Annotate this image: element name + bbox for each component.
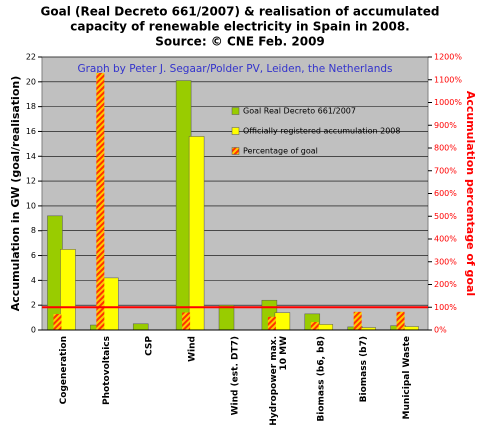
legend-label: Percentage of goal (243, 147, 318, 156)
bar (60, 249, 75, 330)
y2-tick-label: 100% (434, 303, 457, 312)
y-tick-label: 10 (26, 201, 36, 210)
x-tick-label: Hydropower max.10 MW (268, 336, 288, 426)
y2-tick-label: 600% (434, 189, 457, 198)
y2-tick-label: 700% (434, 166, 457, 175)
y-tick-label: 18 (26, 102, 36, 111)
y-tick-label: 20 (26, 77, 36, 86)
bar (53, 314, 61, 330)
bar (311, 322, 319, 330)
chart-title: capacity of renewable electricity in Spa… (70, 20, 409, 34)
bar (103, 278, 118, 330)
y-tick-label: 22 (26, 53, 36, 62)
bar (318, 324, 333, 330)
bar (189, 136, 204, 330)
y2-tick-label: 1200% (434, 53, 462, 62)
y2-tick-label: 200% (434, 280, 457, 289)
legend-swatch (232, 108, 239, 115)
y-axis-title: Accumulation in GW (goal/realisation) (9, 76, 22, 311)
bar (219, 305, 234, 330)
bar (133, 324, 148, 330)
bar (354, 312, 362, 330)
x-tick-label: Wind (est. DT7) (231, 336, 241, 415)
y-tick-label: 2 (31, 301, 36, 310)
legend-swatch (232, 148, 239, 155)
y2-tick-label: 300% (434, 257, 457, 266)
chart-title: Goal (Real Decreto 661/2007) & realisati… (41, 5, 440, 19)
y-tick-label: 4 (31, 276, 36, 285)
y-tick-label: 0 (31, 326, 36, 335)
x-tick-label: Biomass (b7) (359, 336, 369, 402)
y-tick-label: 14 (26, 152, 36, 161)
chart-title: Source: © CNE Feb. 2009 (155, 35, 325, 49)
y2-tick-label: 1000% (434, 98, 462, 107)
y2-tick-label: 900% (434, 121, 457, 130)
y-tick-label: 6 (31, 251, 36, 260)
x-tick-label: Biomass (b6, b8) (316, 336, 326, 422)
x-tick-label: Wind (188, 336, 198, 362)
bar (397, 312, 405, 330)
bar (96, 73, 104, 330)
legend-swatch (232, 128, 239, 135)
bar (182, 312, 190, 330)
y-tick-label: 8 (31, 226, 36, 235)
y2-tick-label: 1100% (434, 75, 462, 84)
subtitle: Graph by Peter J. Segaar/Polder PV, Leid… (77, 63, 392, 75)
y2-tick-label: 500% (434, 212, 457, 221)
x-tick-label: Photovoltaics (102, 336, 112, 405)
bar (404, 327, 419, 330)
legend-label: Goal Real Decreto 661/2007 (243, 107, 356, 116)
bar (268, 317, 276, 330)
y2-tick-label: 0% (434, 326, 447, 335)
x-tick-label: CSP (145, 336, 155, 356)
legend-label: Officially registered accumulation 2008 (243, 127, 400, 136)
y2-axis-title: Accumulation percentage of goal (464, 91, 477, 296)
y2-tick-label: 800% (434, 144, 457, 153)
x-tick-label: Municipal Waste (402, 336, 412, 419)
y-tick-label: 16 (26, 127, 36, 136)
bar (275, 313, 290, 330)
x-tick-label: Cogeneration (59, 336, 69, 404)
y-tick-label: 12 (26, 177, 36, 186)
y2-tick-label: 400% (434, 235, 457, 244)
